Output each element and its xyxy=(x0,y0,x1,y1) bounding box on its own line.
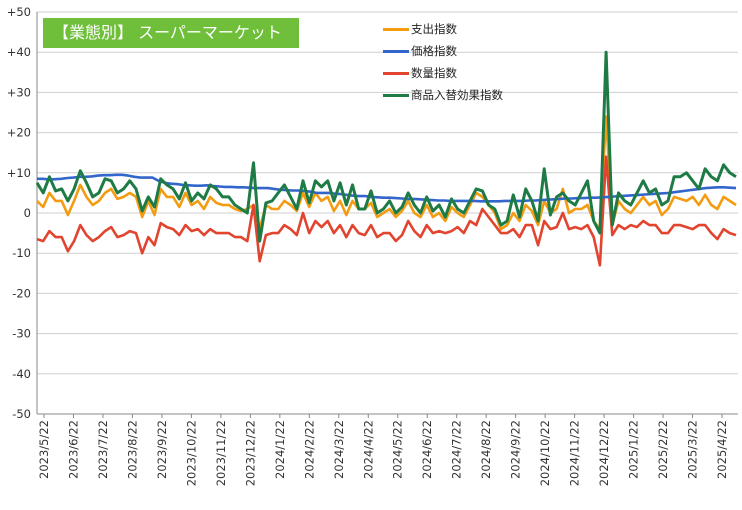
series-line-2 xyxy=(36,155,737,267)
x-axis-tick-labels: 2023/5/22 2023/6/22 2023/7/22 2023/8/22 2023… xyxy=(37,420,729,486)
x-tick-label: 2025/2/22 xyxy=(656,420,670,479)
y-tick-label: +50 xyxy=(7,5,31,19)
y-tick-label: -20 xyxy=(12,286,31,300)
legend-swatch xyxy=(383,94,409,97)
y-tick-label: -30 xyxy=(12,327,31,341)
y-tick-label: +30 xyxy=(7,85,31,99)
legend-label: 価格指数 xyxy=(411,44,457,58)
legend-swatch xyxy=(383,50,409,53)
legend-swatch xyxy=(383,72,409,75)
x-tick-label: 2024/2/22 xyxy=(302,420,316,479)
y-tick-label: +40 xyxy=(7,45,31,59)
x-tick-label: 2024/10/22 xyxy=(538,420,552,486)
y-axis-tick-labels: +50 +40 +30 +20 +10 0 -10 -20 -30 -40 -50 xyxy=(7,5,31,421)
x-tick-label: 2023/9/22 xyxy=(155,420,169,479)
x-tick-label: 2024/4/22 xyxy=(361,420,375,479)
x-tick-label: 2024/7/22 xyxy=(450,420,464,479)
series-line-1 xyxy=(37,173,737,203)
x-tick-label: 2023/5/22 xyxy=(37,420,51,479)
x-tick-label: 2024/11/22 xyxy=(568,420,582,486)
x-tick-label: 2024/8/22 xyxy=(479,420,493,479)
x-tick-label: 2023/8/22 xyxy=(125,420,139,479)
x-tick-label: 2024/9/22 xyxy=(509,420,523,479)
legend-label: 数量指数 xyxy=(411,66,457,80)
y-tick-label: -10 xyxy=(12,246,31,260)
series-line-0 xyxy=(36,115,737,231)
x-tick-label: 2023/12/22 xyxy=(243,420,257,486)
x-tick-label: 2024/1/22 xyxy=(273,420,287,479)
y-tick-label: +10 xyxy=(7,166,31,180)
x-tick-label: 2025/3/22 xyxy=(686,420,700,479)
y-tick-label: 0 xyxy=(24,206,31,220)
series-line-3 xyxy=(35,50,737,243)
x-tick-label: 2024/6/22 xyxy=(420,420,434,479)
x-tick-label: 2023/6/22 xyxy=(66,420,80,479)
y-tick-label: +20 xyxy=(7,126,31,140)
y-tick-label: -40 xyxy=(12,367,31,381)
legend-label: 商品入替効果指数 xyxy=(411,88,503,102)
x-tick-label: 2024/5/22 xyxy=(391,420,405,479)
chart-title: 【業態別】 スーパーマーケット xyxy=(43,18,299,48)
x-tick-label: 2024/3/22 xyxy=(332,420,346,479)
x-tick-label: 2023/11/22 xyxy=(214,420,228,486)
series-lines xyxy=(35,50,737,267)
x-tick-label: 2025/1/22 xyxy=(627,420,641,479)
x-tick-label: 2023/10/22 xyxy=(184,420,198,486)
legend-label: 支出指数 xyxy=(411,22,457,36)
axes xyxy=(36,12,738,418)
y-tick-label: -50 xyxy=(12,407,31,421)
x-tick-label: 2024/12/22 xyxy=(597,420,611,486)
x-tick-label: 2023/7/22 xyxy=(96,420,110,479)
legend-swatch xyxy=(383,28,409,31)
x-tick-label: 2025/4/22 xyxy=(715,420,729,479)
